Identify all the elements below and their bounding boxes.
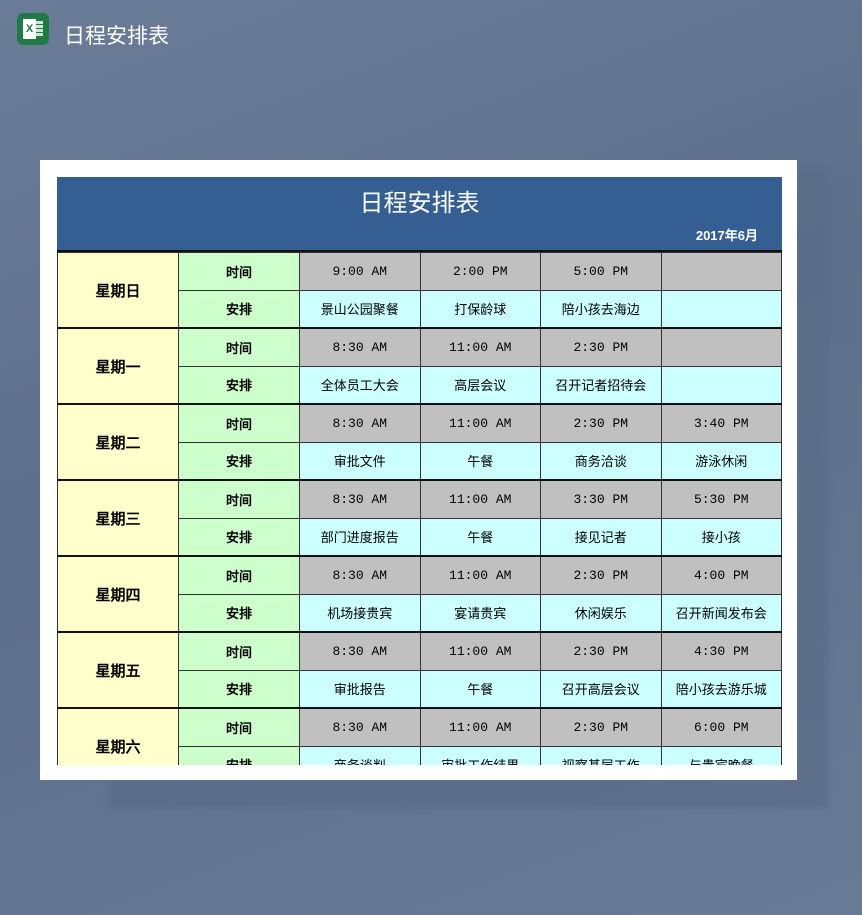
plan-label[interactable]: 安排: [178, 745, 300, 765]
time-cell[interactable]: 5:30 PM: [660, 479, 782, 519]
time-label[interactable]: 时间: [178, 479, 300, 519]
plan-cell[interactable]: 召开新闻发布会: [660, 593, 782, 633]
time-row: 星期六 时间 8:30 AM 11:00 AM 2:30 PM 6:00 PM: [57, 707, 782, 765]
plan-cell[interactable]: 打保龄球: [419, 289, 541, 329]
plan-cell[interactable]: 召开记者招待会: [540, 365, 662, 405]
time-row: 星期日 时间 9:00 AM 2:00 PM 5:00 PM: [57, 252, 782, 329]
plan-row: 安排商务谈判审批工作结果视察基层工作与贵宾晚餐: [58, 745, 782, 765]
plan-row: 安排 审批文件 午餐 商务洽谈 游泳休闲: [58, 441, 782, 481]
plan-row: 安排 部门进度报告 午餐 接见记者 接小孩: [58, 517, 782, 557]
time-row: 星期三 时间 8:30 AM 11:00 AM 3:30 PM 5:30 PM: [57, 479, 782, 557]
plan-cell[interactable]: 审批报告: [299, 669, 421, 709]
plan-row: 安排 机场接贵宾 宴请贵宾 休闲娱乐 召开新闻发布会: [58, 593, 782, 633]
time-cell[interactable]: 3:30 PM: [540, 479, 662, 519]
sheet-date: 2017年6月: [695, 228, 758, 243]
day-cell[interactable]: 星期六: [57, 707, 179, 765]
time-cell[interactable]: 5:00 PM: [540, 252, 662, 291]
time-cell[interactable]: 11:00 AM: [419, 707, 541, 747]
day-cell[interactable]: 星期三: [57, 479, 179, 557]
plan-cell[interactable]: 审批工作结果: [419, 745, 541, 765]
time-cell[interactable]: 8:30 AM: [299, 327, 421, 367]
plan-cell[interactable]: 游泳休闲: [660, 441, 782, 481]
plan-row: 安排 审批报告 午餐 召开高层会议 陪小孩去游乐城: [58, 669, 782, 709]
time-cell[interactable]: [660, 252, 782, 291]
sheet-card: 日程安排表 2017年6月 星期日 时间 9:00 AM 2:00 PM 5:00 PM…: [40, 160, 797, 780]
plan-cell[interactable]: 午餐: [419, 517, 541, 557]
time-cell[interactable]: 11:00 AM: [419, 403, 541, 443]
excel-icon: X: [17, 13, 49, 45]
plan-cell[interactable]: 接见记者: [540, 517, 662, 557]
plan-cell[interactable]: 召开高层会议: [540, 669, 662, 709]
time-cell[interactable]: 11:00 AM: [419, 327, 541, 367]
time-label[interactable]: 时间: [178, 631, 300, 671]
plan-cell[interactable]: 高层会议: [419, 365, 541, 405]
time-cell[interactable]: 6:00 PM: [660, 707, 782, 747]
time-label[interactable]: 时间: [178, 555, 300, 595]
time-cell[interactable]: 2:30 PM: [540, 555, 662, 595]
time-label[interactable]: 时间: [178, 403, 300, 443]
plan-cell[interactable]: 休闲娱乐: [540, 593, 662, 633]
time-cell[interactable]: [660, 327, 782, 367]
app-title: 日程安排表: [64, 24, 169, 48]
time-cell[interactable]: 2:00 PM: [419, 252, 541, 291]
sheet-header: 日程安排表 2017年6月: [57, 177, 782, 252]
plan-cell[interactable]: 视察基层工作: [540, 745, 662, 765]
time-row: 星期二 时间 8:30 AM 11:00 AM 2:30 PM 3:40 PM: [57, 403, 782, 481]
plan-row: 安排 景山公园聚餐 打保龄球 陪小孩去海边: [58, 289, 782, 329]
plan-row: 安排 全体员工大会 高层会议 召开记者招待会: [58, 365, 782, 405]
time-cell[interactable]: 11:00 AM: [419, 555, 541, 595]
time-cell[interactable]: 11:00 AM: [419, 479, 541, 519]
plan-cell[interactable]: 部门进度报告: [299, 517, 421, 557]
time-cell[interactable]: 8:30 AM: [299, 479, 421, 519]
time-cell[interactable]: 2:30 PM: [540, 327, 662, 367]
plan-cell[interactable]: 陪小孩去游乐城: [660, 669, 782, 709]
day-cell[interactable]: 星期四: [57, 555, 179, 633]
plan-label[interactable]: 安排: [178, 441, 300, 481]
plan-cell[interactable]: 商务洽谈: [540, 441, 662, 481]
time-cell[interactable]: 8:30 AM: [299, 631, 421, 671]
plan-cell[interactable]: 审批文件: [299, 441, 421, 481]
plan-cell[interactable]: [660, 289, 782, 329]
day-cell[interactable]: 星期日: [57, 252, 179, 329]
time-cell[interactable]: 2:30 PM: [540, 707, 662, 747]
time-row: 星期五 时间 8:30 AM 11:00 AM 2:30 PM 4:30 PM: [57, 631, 782, 709]
time-cell[interactable]: 4:00 PM: [660, 555, 782, 595]
plan-cell[interactable]: 与贵宾晚餐: [660, 745, 782, 765]
time-cell[interactable]: 2:30 PM: [540, 631, 662, 671]
plan-cell[interactable]: 午餐: [419, 441, 541, 481]
time-cell[interactable]: 8:30 AM: [299, 555, 421, 595]
time-cell[interactable]: 11:00 AM: [419, 631, 541, 671]
plan-label[interactable]: 安排: [178, 669, 300, 709]
spreadsheet: 日程安排表 2017年6月 星期日 时间 9:00 AM 2:00 PM 5:00 PM…: [57, 177, 782, 765]
time-cell[interactable]: 4:30 PM: [660, 631, 782, 671]
plan-label[interactable]: 安排: [178, 517, 300, 557]
time-label[interactable]: 时间: [178, 707, 300, 747]
time-cell[interactable]: 8:30 AM: [299, 403, 421, 443]
time-cell[interactable]: 3:40 PM: [660, 403, 782, 443]
plan-cell[interactable]: [660, 365, 782, 405]
plan-cell[interactable]: 午餐: [419, 669, 541, 709]
plan-cell[interactable]: 商务谈判: [299, 745, 421, 765]
plan-label[interactable]: 安排: [178, 593, 300, 633]
plan-label[interactable]: 安排: [178, 365, 300, 405]
time-cell[interactable]: 8:30 AM: [299, 707, 421, 747]
plan-cell[interactable]: 机场接贵宾: [299, 593, 421, 633]
time-label[interactable]: 时间: [178, 252, 300, 291]
day-cell[interactable]: 星期一: [57, 327, 179, 405]
plan-cell[interactable]: 陪小孩去海边: [540, 289, 662, 329]
day-cell[interactable]: 星期二: [57, 403, 179, 481]
plan-cell[interactable]: 接小孩: [660, 517, 782, 557]
schedule-table: 星期日 时间 9:00 AM 2:00 PM 5:00 PM 安排 景山公园聚餐 打保龄球 陪小…: [57, 252, 782, 765]
time-row: 星期四 时间 8:30 AM 11:00 AM 2:30 PM 4:00 PM: [57, 555, 782, 633]
time-cell[interactable]: 2:30 PM: [540, 403, 662, 443]
day-cell[interactable]: 星期五: [57, 631, 179, 709]
plan-label[interactable]: 安排: [178, 289, 300, 329]
plan-cell[interactable]: 宴请贵宾: [419, 593, 541, 633]
time-row: 星期一 时间 8:30 AM 11:00 AM 2:30 PM: [57, 327, 782, 405]
sheet-title: 日程安排表: [359, 189, 480, 217]
plan-cell[interactable]: 全体员工大会: [299, 365, 421, 405]
time-cell[interactable]: 9:00 AM: [299, 252, 421, 291]
time-label[interactable]: 时间: [178, 327, 300, 367]
plan-cell[interactable]: 景山公园聚餐: [299, 289, 421, 329]
